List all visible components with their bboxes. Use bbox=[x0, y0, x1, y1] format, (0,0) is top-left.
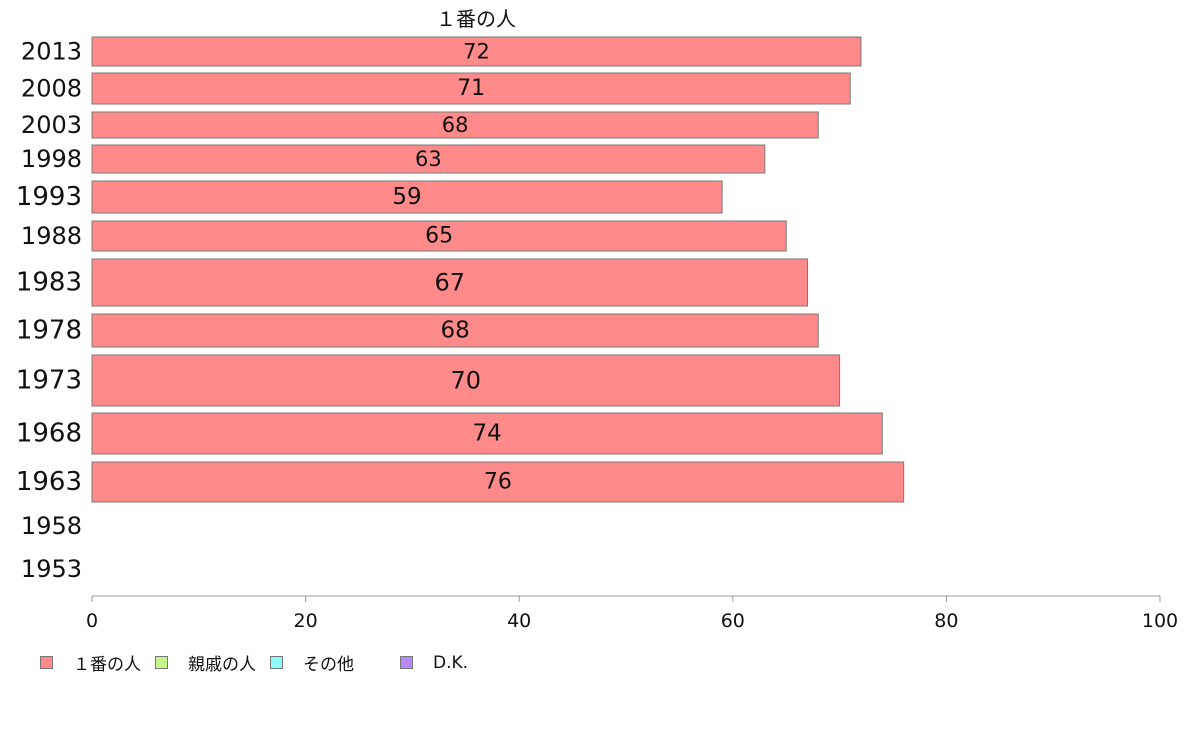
x-tick-label: 0 bbox=[86, 610, 98, 632]
y-category-label: 1968 bbox=[16, 419, 82, 449]
data-label: 71 bbox=[457, 76, 485, 101]
y-category-labels: 2013 2008 2003 1998 1993 1988 1983 1978 1973 1968… bbox=[16, 38, 82, 584]
x-tick-label: 80 bbox=[934, 610, 958, 632]
y-category-label: 1998 bbox=[21, 145, 82, 173]
data-label: 68 bbox=[440, 318, 469, 344]
legend-swatch-0 bbox=[40, 656, 53, 669]
y-category-label: 1963 bbox=[16, 467, 82, 497]
bar bbox=[91, 313, 819, 348]
legend: １番の人 親戚の人 その他 D.K. bbox=[40, 650, 482, 675]
data-label: 74 bbox=[473, 421, 502, 447]
y-category-label: 1973 bbox=[16, 366, 82, 396]
data-label: 68 bbox=[442, 113, 469, 137]
y-category-label: 1988 bbox=[21, 222, 82, 250]
bar bbox=[91, 354, 841, 407]
y-category-label: 2003 bbox=[21, 111, 82, 139]
data-label: 72 bbox=[463, 40, 490, 64]
legend-swatch-1 bbox=[155, 656, 168, 669]
data-label: 63 bbox=[415, 147, 442, 171]
bar bbox=[91, 72, 851, 105]
bar bbox=[91, 180, 723, 214]
bar bbox=[91, 220, 787, 252]
x-tick-label: 100 bbox=[1142, 610, 1178, 632]
data-label: 70 bbox=[451, 367, 482, 395]
legend-item-3: D.K. bbox=[400, 653, 468, 673]
legend-label-3: D.K. bbox=[433, 652, 469, 673]
x-tick-label: 40 bbox=[507, 610, 531, 632]
legend-label-1: 親戚の人 bbox=[188, 655, 256, 675]
legend-item-0: １番の人 bbox=[40, 650, 141, 675]
y-category-label: 2013 bbox=[21, 38, 82, 66]
bar bbox=[91, 461, 905, 503]
bar bbox=[91, 36, 862, 67]
data-label: 59 bbox=[392, 184, 421, 210]
y-category-label: 1983 bbox=[16, 268, 82, 298]
x-axis: 0 20 40 60 80 100 bbox=[86, 595, 1178, 632]
y-category-label: 1958 bbox=[21, 512, 82, 540]
legend-item-2: その他 bbox=[270, 650, 354, 675]
legend-label-2: その他 bbox=[303, 655, 354, 675]
bar bbox=[91, 111, 819, 139]
legend-item-1: 親戚の人 bbox=[155, 650, 256, 675]
legend-label-0: １番の人 bbox=[73, 655, 141, 675]
legend-swatch-3 bbox=[400, 656, 413, 669]
series-label-top: １番の人 bbox=[436, 7, 516, 31]
x-tick-label: 20 bbox=[294, 610, 318, 632]
y-category-label: 1953 bbox=[21, 555, 82, 583]
bar bbox=[91, 258, 809, 307]
bar bbox=[91, 412, 883, 455]
y-category-label: 2008 bbox=[21, 75, 82, 103]
legend-swatch-2 bbox=[270, 656, 283, 669]
x-tick-label: 60 bbox=[721, 610, 745, 632]
data-label: 65 bbox=[425, 224, 453, 249]
y-category-label: 1978 bbox=[16, 316, 82, 346]
y-category-label: 1993 bbox=[16, 182, 82, 212]
bars-layer bbox=[91, 36, 905, 503]
data-label: 76 bbox=[484, 470, 512, 495]
data-label: 67 bbox=[435, 269, 466, 297]
bar bbox=[91, 144, 766, 174]
